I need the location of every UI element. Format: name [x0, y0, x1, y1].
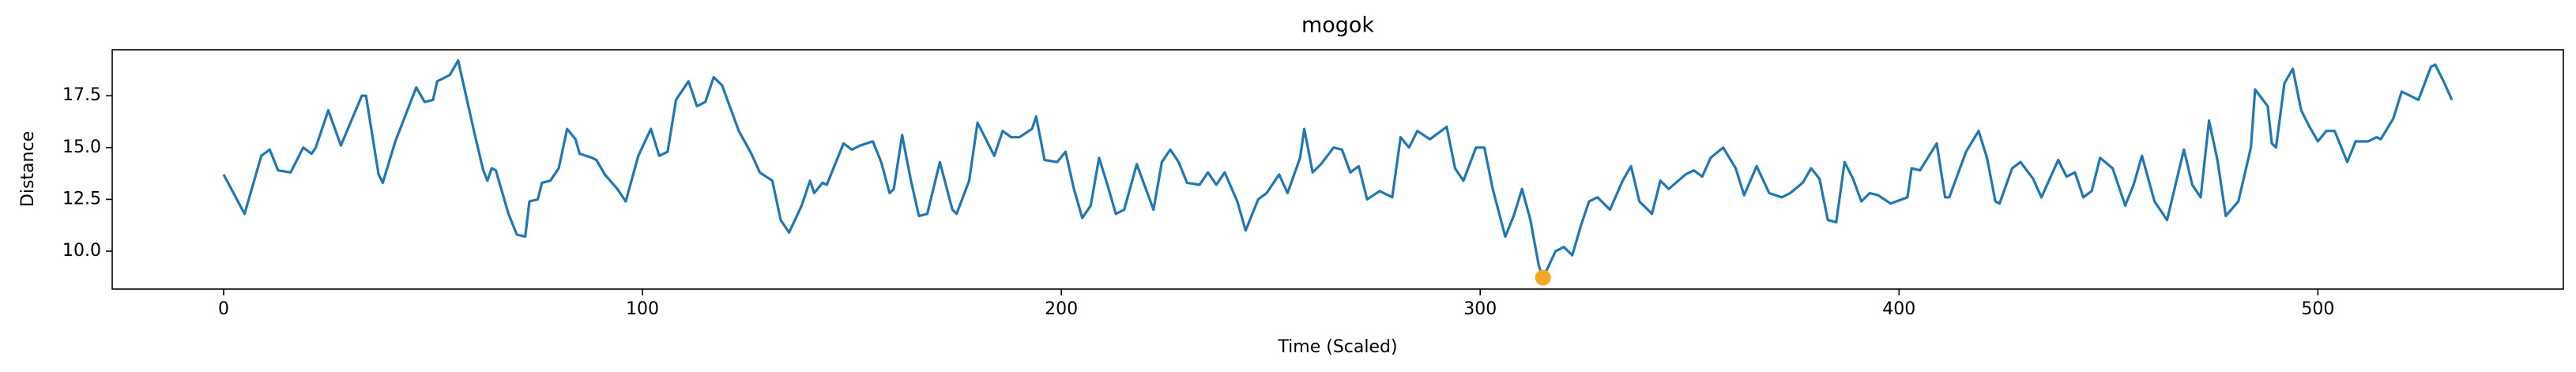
data-line — [222, 59, 2454, 280]
y-tick-label: 10.0 — [62, 241, 101, 261]
x-tick-label: 0 — [218, 299, 229, 319]
x-tick-label: 500 — [2301, 299, 2334, 319]
y-tick-label: 12.5 — [62, 189, 101, 209]
chart-title: mogok — [1301, 13, 1374, 38]
y-tick-label: 17.5 — [62, 85, 101, 105]
y-tick-label: 15.0 — [62, 137, 101, 157]
x-tick-label: 300 — [1463, 299, 1497, 319]
highlight-point — [1535, 269, 1551, 286]
x-tick-label: 200 — [1045, 299, 1078, 319]
y-axis-label: Distance — [18, 131, 38, 207]
x-axis-label: Time (Scaled) — [1277, 337, 1397, 357]
x-tick-label: 100 — [626, 299, 659, 319]
x-tick-label: 400 — [1882, 299, 1915, 319]
plot-frame — [111, 49, 2564, 290]
